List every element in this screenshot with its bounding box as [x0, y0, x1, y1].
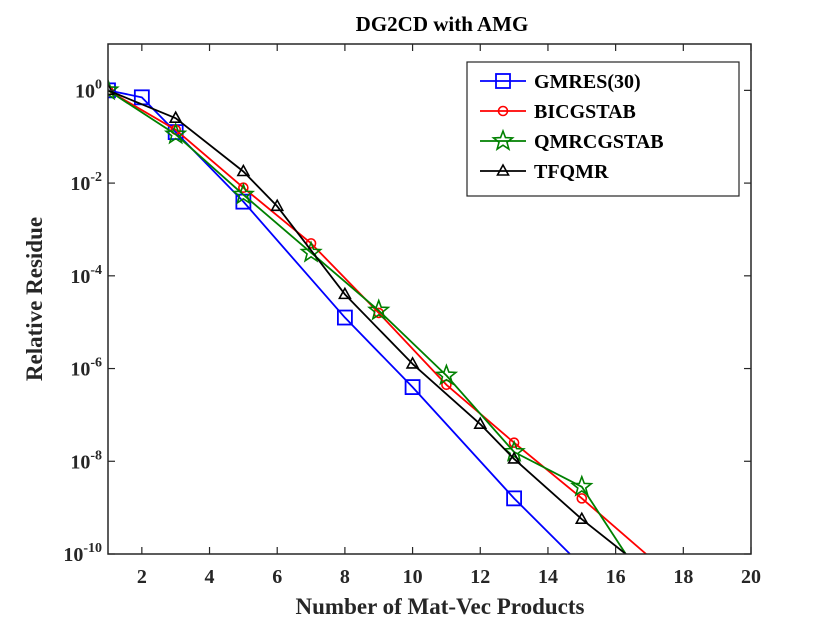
- x-tick-label: 12: [470, 566, 490, 588]
- data-point: [434, 363, 459, 386]
- y-tick-label: 10-10: [63, 541, 102, 566]
- series-layer: [108, 78, 647, 554]
- legend-label: BICGSTAB: [534, 101, 636, 123]
- x-axis-label: Number of Mat-Vec Products: [296, 594, 585, 619]
- series-line: [108, 89, 627, 554]
- x-tick-label: 16: [606, 566, 626, 588]
- data-point: [299, 240, 323, 263]
- data-point: [108, 82, 115, 96]
- data-point: [108, 78, 120, 101]
- legend-entry: TFQMR: [480, 161, 609, 183]
- data-point: [168, 110, 183, 123]
- ticks-layer: 2 4 6 8 10 12 14 16 18 20 100 10-2 10-4 10-6 10-8 10-10: [63, 44, 761, 588]
- data-point: [502, 439, 526, 462]
- series-line: [108, 89, 647, 554]
- data-point: [270, 198, 285, 212]
- data-point: [236, 163, 251, 177]
- data-point: [508, 437, 520, 449]
- data-point: [405, 356, 420, 369]
- legend-marker: [495, 73, 511, 89]
- x-tick-label: 4: [205, 566, 215, 588]
- data-point: [506, 490, 523, 507]
- x-tick-label: 6: [272, 566, 282, 588]
- legend-marker: [497, 105, 509, 117]
- data-point: [231, 182, 256, 205]
- x-tick-label: 10: [403, 566, 423, 588]
- series-tfqmr: [108, 82, 627, 554]
- data-point: [338, 286, 352, 300]
- data-point: [574, 511, 589, 525]
- x-tick-label: 18: [673, 566, 693, 588]
- x-tick-label: 14: [538, 566, 558, 588]
- legend-entry: BICGSTAB: [480, 101, 636, 123]
- legend-label: TFQMR: [534, 161, 609, 183]
- y-tick-label: 10-2: [70, 170, 102, 195]
- legend: GMRES(30) BICGSTAB QMRCGSTAB TFQMR: [466, 61, 740, 197]
- legend-marker: [491, 128, 515, 151]
- data-point: [404, 379, 421, 395]
- y-tick-label: 100: [75, 77, 102, 102]
- legend-box: [466, 61, 740, 197]
- data-point: [570, 474, 594, 497]
- legend-label: QMRCGSTAB: [534, 131, 664, 153]
- legend-entry: GMRES(30): [480, 71, 641, 93]
- data-point: [367, 298, 391, 321]
- data-point: [336, 309, 353, 326]
- x-tick-label: 8: [340, 566, 350, 588]
- y-tick-label: 10-4: [70, 263, 102, 288]
- data-point: [507, 451, 521, 464]
- y-tick-label: 10-6: [70, 356, 102, 381]
- data-point: [473, 416, 488, 429]
- chart-title: DG2CD with AMG: [356, 12, 529, 36]
- legend-entry: QMRCGSTAB: [480, 128, 664, 153]
- x-tick-label: 20: [741, 566, 761, 588]
- legend-marker: [496, 163, 510, 176]
- series-qmrcgstab: [108, 78, 627, 554]
- y-axis-label: Relative Residue: [22, 217, 47, 381]
- y-tick-label: 10-8: [70, 448, 102, 473]
- plot-frame: [107, 43, 752, 555]
- data-point: [163, 122, 188, 145]
- legend-label: GMRES(30): [534, 71, 641, 93]
- data-point: [576, 493, 588, 504]
- series-line: [108, 89, 571, 554]
- series-line: [108, 89, 627, 554]
- x-tick-label: 2: [137, 566, 147, 588]
